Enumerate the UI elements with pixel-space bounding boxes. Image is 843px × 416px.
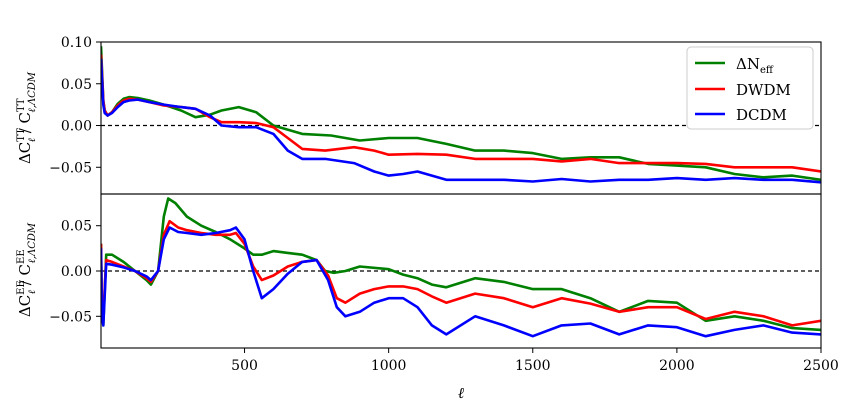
legend-label-dwdm: DWDM [736, 81, 791, 99]
top-panel: 0.10 0.05 0.00 −0.05 [49, 35, 822, 195]
xtick-label: 1500 [515, 358, 551, 374]
bottom-series-red [101, 219, 821, 327]
bottom-axes-frame [100, 193, 822, 349]
top-ytick-label: 0.00 [61, 119, 92, 135]
legend-label-dcdm: DCDM [736, 106, 787, 124]
legend-box [686, 46, 814, 130]
xtick-label: 1000 [371, 358, 407, 374]
top-ytick-label: 0.05 [61, 77, 92, 93]
xtick-label: 2000 [659, 358, 695, 374]
top-ytick-label: −0.05 [49, 160, 92, 176]
legend-label-neff: ΔNeff [736, 55, 774, 76]
top-series-group [101, 46, 821, 184]
bottom-y-axis-label: ΔCEEℓ / CEEℓ,ΛCDM [16, 222, 38, 317]
bottom-panel: 0.05 0.00 −0.05 500 1000 1500 2000 2500 [49, 193, 839, 374]
top-ytick-label: 0.10 [61, 35, 92, 51]
top-series-blue [101, 58, 821, 184]
svg-text:ΔCEEℓ / CEEℓ,ΛCDM: ΔCEEℓ / CEEℓ,ΛCDM [16, 222, 38, 317]
legend: ΔNeff DWDM DCDM [686, 46, 814, 130]
xtick-label: 500 [231, 358, 258, 374]
xtick-label: 2500 [803, 358, 839, 374]
bottom-series-group [101, 197, 821, 338]
bottom-y-ticks: 0.05 0.00 −0.05 [49, 219, 101, 325]
top-y-axis-label: ΔCTTℓ / CTTℓ,ΛCDM [16, 71, 38, 164]
bottom-series-blue [101, 226, 821, 338]
x-axis-label: ℓ [458, 384, 464, 402]
top-y-ticks: 0.10 0.05 0.00 −0.05 [49, 35, 101, 176]
bottom-ytick-label: 0.05 [61, 219, 92, 235]
bottom-x-ticks: 500 1000 1500 2000 2500 [231, 348, 839, 374]
bottom-ytick-label: 0.00 [61, 264, 92, 280]
bottom-ytick-label: −0.05 [49, 309, 92, 325]
top-series-red [101, 54, 821, 173]
svg-text:ΔCTTℓ / CTTℓ,ΛCDM: ΔCTTℓ / CTTℓ,ΛCDM [16, 71, 38, 164]
bottom-series-green [101, 197, 821, 332]
